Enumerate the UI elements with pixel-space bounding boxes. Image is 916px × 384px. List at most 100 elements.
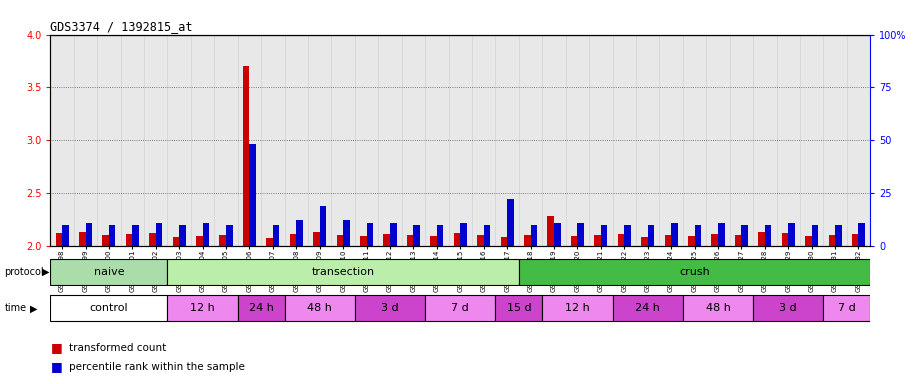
Bar [671, 222, 678, 246]
Bar [413, 225, 420, 246]
Bar [518, 259, 870, 285]
Text: 3 d: 3 d [381, 303, 398, 313]
Text: 24 h: 24 h [249, 303, 274, 313]
Bar [50, 295, 168, 321]
Bar [812, 225, 818, 246]
Bar [85, 222, 93, 246]
Bar [548, 216, 554, 246]
Text: percentile rank within the sample: percentile rank within the sample [69, 362, 245, 372]
Bar [858, 222, 865, 246]
Bar [601, 225, 607, 246]
Text: crush: crush [679, 266, 710, 277]
Bar [648, 225, 654, 246]
Text: transformed count: transformed count [69, 343, 166, 353]
Bar [103, 235, 109, 246]
Bar [542, 295, 613, 321]
Text: 7 d: 7 d [452, 303, 469, 313]
Bar [613, 295, 682, 321]
Text: control: control [90, 303, 128, 313]
Bar [168, 295, 238, 321]
Bar [577, 222, 584, 246]
Bar [202, 222, 209, 246]
Bar [336, 235, 344, 246]
Bar [625, 225, 631, 246]
Bar [320, 206, 326, 246]
Bar [172, 237, 180, 246]
Bar [50, 259, 168, 285]
Bar [664, 235, 671, 246]
Bar [313, 232, 320, 246]
Bar [180, 225, 186, 246]
Text: ■: ■ [50, 360, 62, 373]
Bar [226, 225, 233, 246]
Text: 12 h: 12 h [565, 303, 590, 313]
Text: 12 h: 12 h [191, 303, 215, 313]
Bar [530, 225, 537, 246]
Bar [133, 225, 139, 246]
Bar [781, 233, 788, 246]
Bar [712, 234, 718, 246]
Bar [805, 236, 812, 246]
Text: protocol: protocol [5, 267, 44, 277]
Bar [835, 225, 842, 246]
Bar [437, 225, 443, 246]
Text: 15 d: 15 d [507, 303, 531, 313]
Bar [425, 295, 496, 321]
Bar [496, 295, 542, 321]
Bar [407, 235, 413, 246]
Bar [249, 144, 256, 246]
Text: GDS3374 / 1392815_at: GDS3374 / 1392815_at [50, 20, 193, 33]
Bar [694, 225, 701, 246]
Bar [453, 233, 460, 246]
Bar [289, 234, 296, 246]
Bar [267, 238, 273, 246]
Text: naive: naive [93, 266, 125, 277]
Bar [594, 235, 601, 246]
Bar [156, 222, 162, 246]
Bar [390, 222, 397, 246]
Bar [823, 295, 870, 321]
Bar [688, 236, 694, 246]
Bar [617, 234, 625, 246]
Text: time: time [5, 303, 27, 313]
Bar [354, 295, 425, 321]
Text: transection: transection [311, 266, 375, 277]
Bar [125, 234, 132, 246]
Bar [168, 259, 518, 285]
Bar [735, 235, 741, 246]
Bar [641, 237, 648, 246]
Bar [753, 295, 823, 321]
Bar [765, 225, 771, 246]
Bar [149, 233, 156, 246]
Text: 24 h: 24 h [635, 303, 660, 313]
Bar [828, 235, 835, 246]
Bar [554, 222, 561, 246]
Text: ▶: ▶ [42, 267, 49, 277]
Bar [571, 236, 577, 246]
Bar [285, 295, 354, 321]
Text: ■: ■ [50, 341, 62, 354]
Bar [524, 235, 530, 246]
Bar [366, 222, 373, 246]
Bar [297, 220, 303, 246]
Bar [507, 199, 514, 246]
Bar [243, 66, 249, 246]
Bar [461, 222, 467, 246]
Bar [788, 222, 795, 246]
Bar [344, 220, 350, 246]
Bar [384, 234, 390, 246]
Bar [500, 237, 507, 246]
Bar [718, 222, 725, 246]
Bar [360, 236, 366, 246]
Text: ▶: ▶ [30, 303, 38, 313]
Bar [431, 236, 437, 246]
Text: 7 d: 7 d [838, 303, 856, 313]
Bar [682, 295, 753, 321]
Bar [79, 232, 85, 246]
Text: 3 d: 3 d [780, 303, 797, 313]
Text: 48 h: 48 h [705, 303, 730, 313]
Bar [273, 225, 279, 246]
Text: 48 h: 48 h [307, 303, 333, 313]
Bar [238, 295, 285, 321]
Bar [477, 235, 484, 246]
